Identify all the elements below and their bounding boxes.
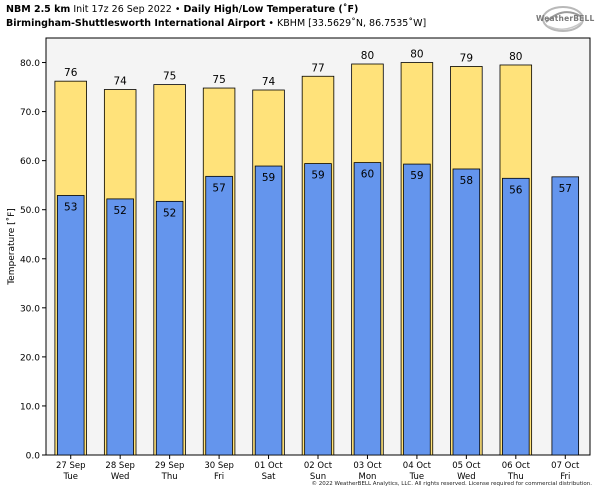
high-temp-label: 75	[212, 74, 225, 86]
low-temp-label: 57	[559, 183, 572, 195]
low-temp-label: 59	[262, 172, 275, 184]
x-tick-weekday: Tue	[62, 472, 78, 482]
x-tick-weekday: Thu	[161, 472, 178, 482]
subtitle-separator: •	[268, 18, 275, 29]
x-tick-weekday: Sun	[310, 472, 326, 482]
x-tick-date: 04 Oct	[403, 461, 432, 471]
y-tick-label: 60.0	[20, 157, 40, 167]
chart-title: NBM 2.5 km Init 17z 26 Sep 2022 • Daily …	[6, 4, 358, 15]
x-tick-date: 30 Sep	[204, 461, 234, 471]
x-tick-weekday: Fri	[214, 472, 224, 482]
low-temp-bar	[353, 162, 382, 456]
low-temp-bar	[254, 165, 283, 456]
low-temp-bar	[106, 198, 134, 456]
copyright-footer: © 2022 WeatherBELL Analytics, LLC. All r…	[311, 481, 592, 487]
product-name: Daily High/Low Temperature (˚F)	[183, 4, 359, 15]
station-info: KBHM [33.5629˚N, 86.7535˚W]	[277, 18, 427, 29]
high-temp-label: 74	[113, 76, 127, 88]
y-tick-label: 0.0	[26, 452, 41, 462]
x-tick-date: 01 Oct	[254, 461, 283, 471]
x-tick-date: 06 Oct	[502, 461, 531, 471]
x-tick-date: 29 Sep	[155, 461, 185, 471]
x-tick-date: 27 Sep	[56, 461, 86, 471]
low-temp-bar	[155, 200, 184, 456]
low-temp-bar	[56, 195, 85, 456]
y-tick-label: 20.0	[20, 353, 40, 363]
y-tick-label: 10.0	[20, 402, 40, 412]
x-tick-weekday: Thu	[507, 472, 524, 482]
y-tick-label: 30.0	[20, 304, 40, 314]
high-temp-label: 74	[262, 76, 276, 88]
x-tick-weekday: Tue	[409, 472, 425, 482]
chart-subtitle: Birmingham-Shuttlesworth International A…	[6, 18, 426, 29]
weatherbell-logo: WeatherBELL	[536, 4, 595, 38]
model-name: NBM 2.5 km	[6, 4, 71, 15]
x-tick-date: 02 Oct	[304, 461, 333, 471]
title-separator: •	[174, 4, 181, 15]
high-temp-label: 80	[361, 50, 374, 62]
x-tick-weekday: Wed	[111, 472, 130, 482]
low-temp-label: 58	[460, 175, 473, 187]
low-temp-label: 53	[64, 201, 77, 213]
high-temp-label: 76	[64, 67, 78, 79]
x-tick-weekday: Mon	[358, 472, 376, 482]
x-tick-date: 07 Oct	[551, 461, 580, 471]
y-axis-label: Temperature [˚F]	[6, 208, 17, 286]
logo-swirl-icon	[542, 6, 584, 32]
y-tick-label: 40.0	[20, 255, 40, 265]
low-temp-label: 59	[311, 170, 324, 182]
low-temp-label: 52	[113, 205, 126, 217]
x-tick-date: 03 Oct	[353, 461, 382, 471]
x-tick-weekday: Sat	[262, 472, 277, 482]
low-temp-bar	[551, 176, 580, 456]
low-temp-label: 52	[163, 207, 176, 219]
x-tick-weekday: Wed	[457, 472, 476, 482]
y-tick-label: 70.0	[20, 108, 40, 118]
high-temp-label: 75	[163, 71, 176, 83]
y-tick-label: 50.0	[20, 206, 40, 216]
low-temp-bar	[452, 168, 481, 456]
high-temp-label: 80	[410, 49, 423, 61]
high-temp-label: 77	[311, 62, 324, 74]
low-temp-bar	[205, 175, 233, 456]
low-temp-label: 57	[212, 182, 225, 194]
station-name: Birmingham-Shuttlesworth International A…	[6, 18, 266, 29]
low-temp-bar	[304, 163, 332, 456]
low-temp-label: 60	[361, 169, 374, 181]
high-temp-label: 80	[509, 51, 522, 63]
low-temp-label: 59	[410, 170, 423, 182]
low-temp-bar	[403, 163, 431, 456]
init-time: Init 17z 26 Sep 2022	[73, 4, 172, 15]
x-tick-weekday: Fri	[560, 472, 570, 482]
x-tick-date: 28 Sep	[105, 461, 135, 471]
x-tick-date: 05 Oct	[452, 461, 481, 471]
y-tick-label: 80.0	[20, 59, 40, 69]
low-temp-label: 56	[509, 184, 523, 196]
low-temp-bar	[502, 177, 530, 456]
high-temp-label: 79	[460, 52, 473, 64]
logo-text: WeatherBELL	[536, 14, 595, 23]
